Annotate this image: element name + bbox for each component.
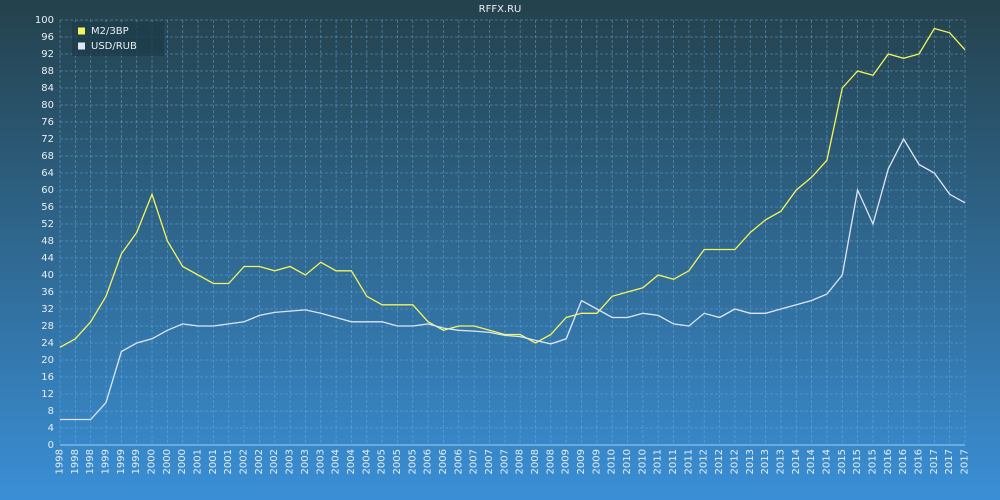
y-tick-label: 76 (41, 117, 54, 128)
x-tick-label: 2006 (438, 449, 449, 474)
x-tick-label: 2002 (269, 449, 280, 474)
legend-box (72, 22, 164, 56)
x-tick-label: 2011 (653, 449, 664, 474)
y-tick-label: 40 (41, 270, 54, 281)
y-tick-label: 60 (41, 185, 54, 196)
x-tick-label: 2015 (867, 449, 878, 474)
y-tick-label: 36 (41, 287, 54, 298)
y-tick-label: 20 (41, 355, 54, 366)
x-tick-label: 2000 (177, 449, 188, 474)
y-tick-label: 80 (41, 100, 54, 111)
x-tick-label: 2012 (714, 449, 725, 474)
x-tick-label: 2009 (591, 449, 602, 474)
x-tick-label: 2000 (147, 449, 158, 474)
x-tick-label: 2005 (392, 449, 403, 474)
x-tick-label: 2008 (530, 449, 541, 474)
x-tick-label: 2010 (607, 449, 618, 474)
y-tick-label: 28 (41, 321, 54, 332)
x-tick-label: 1999 (131, 449, 142, 474)
legend-label: USD/RUB (91, 41, 137, 52)
x-tick-label: 2005 (407, 449, 418, 474)
x-tick-label: 2016 (883, 449, 894, 474)
data-line (59, 27, 966, 348)
x-tick-label: 2015 (852, 449, 863, 474)
x-tick-label: 1998 (70, 449, 81, 474)
y-tick-label: 68 (41, 151, 54, 162)
x-tick-label: 2003 (300, 449, 311, 474)
y-tick-label: 64 (41, 168, 54, 179)
x-tick-label: 2007 (499, 449, 510, 474)
y-tick-label: 4 (48, 423, 54, 434)
x-tick-label: 2016 (898, 449, 909, 474)
y-tick-label: 32 (41, 304, 54, 315)
y-tick-label: 16 (41, 372, 54, 383)
x-tick-label: 1998 (85, 449, 96, 474)
x-tick-label: 2003 (285, 449, 296, 474)
x-tick-label: 2015 (837, 449, 848, 474)
x-tick-label: 2010 (622, 449, 633, 474)
x-tick-label: 2014 (821, 449, 832, 474)
y-tick-label: 8 (48, 406, 54, 417)
x-tick-label: 2001 (208, 449, 219, 474)
x-tick-label: 2013 (745, 449, 756, 474)
x-tick-label: 2006 (423, 449, 434, 474)
x-tick-label: 2011 (683, 449, 694, 474)
x-tick-label: 1999 (101, 449, 112, 474)
y-tick-label: 52 (41, 219, 54, 230)
y-tick-label: 0 (48, 440, 54, 451)
x-tick-label: 2001 (223, 449, 234, 474)
x-tick-label: 2002 (239, 449, 250, 474)
y-tick-label: 24 (41, 338, 54, 349)
y-tick-label: 100 (35, 15, 54, 26)
x-tick-label: 2012 (729, 449, 740, 474)
y-tick-label: 72 (41, 134, 54, 145)
legend-swatch (78, 42, 85, 50)
x-tick-label: 2009 (561, 449, 572, 474)
x-tick-label: 2012 (699, 449, 710, 474)
y-tick-label: 44 (41, 253, 54, 264)
legend-label: M2/ЗВР (91, 26, 129, 37)
x-tick-label: 1999 (116, 449, 127, 474)
x-tick-label: 2001 (193, 449, 204, 474)
x-tick-label: 2010 (637, 449, 648, 474)
x-tick-label: 2002 (254, 449, 265, 474)
x-tick-label: 2013 (775, 449, 786, 474)
x-tick-label: 2004 (361, 449, 372, 474)
x-tick-label: 2005 (377, 449, 388, 474)
x-tick-label: 2006 (453, 449, 464, 474)
y-tick-label: 48 (41, 236, 54, 247)
x-tick-label: 2004 (331, 449, 342, 474)
x-tick-label: 2014 (806, 449, 817, 474)
x-tick-label: 2003 (315, 449, 326, 474)
y-tick-label: 92 (41, 49, 54, 60)
chart-title: RFFX.RU (479, 4, 522, 15)
y-tick-label: 56 (41, 202, 54, 213)
x-tick-label: 2008 (515, 449, 526, 474)
x-tick-label: 2000 (162, 449, 173, 474)
grid (59, 19, 966, 446)
x-tick-label: 2017 (960, 449, 971, 474)
data-line (60, 137, 966, 421)
x-tick-label: 2016 (913, 449, 924, 474)
x-tick-label: 2017 (944, 449, 955, 474)
x-tick-label: 2004 (346, 449, 357, 474)
y-tick-label: 84 (41, 83, 54, 94)
x-tick-label: 2007 (484, 449, 495, 474)
x-tick-label: 1998 (55, 449, 66, 474)
y-tick-label: 96 (41, 32, 54, 43)
y-tick-label: 12 (41, 389, 54, 400)
lines (59, 27, 966, 421)
legend: M2/ЗВР USD/RUB (72, 22, 164, 56)
x-tick-label: 2009 (576, 449, 587, 474)
x-tick-label: 2013 (760, 449, 771, 474)
x-tick-label: 2017 (929, 449, 940, 474)
y-tick-label: 88 (41, 66, 54, 77)
x-tick-label: 2011 (668, 449, 679, 474)
x-tick-label: 2008 (545, 449, 556, 474)
x-tick-label: 2014 (791, 449, 802, 474)
x-tick-label: 2007 (469, 449, 480, 474)
legend-swatch (78, 27, 85, 35)
